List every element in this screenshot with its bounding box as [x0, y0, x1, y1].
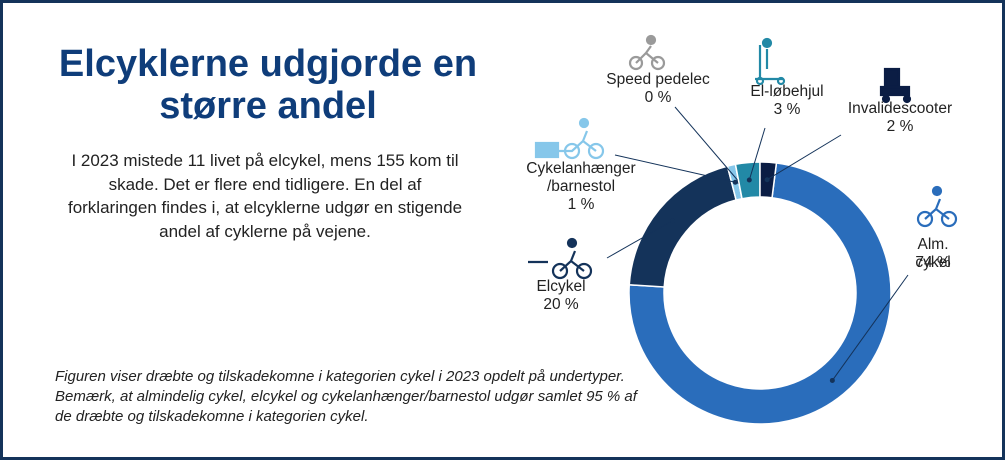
leader-dot — [764, 177, 770, 183]
slice-label: El-løbehjul — [750, 83, 824, 100]
value-label: 3 % — [773, 101, 801, 118]
slice-label: Cykelanhænger /barnestol — [526, 160, 636, 195]
donut-slice — [628, 165, 738, 288]
value-label: 0 % — [644, 89, 672, 106]
leader-dot — [670, 218, 676, 224]
leader-line — [766, 134, 842, 181]
value-label: 2 % — [886, 118, 914, 135]
leader-line — [748, 127, 766, 181]
chart-title: Elcyklerne udgjorde en større andel — [58, 43, 478, 127]
value-label: 74 % — [915, 254, 951, 271]
leader-line — [606, 220, 673, 259]
value-label: 1 % — [567, 196, 595, 213]
icons — [528, 34, 958, 280]
donut-slice — [628, 162, 892, 425]
leader-dot — [829, 377, 835, 383]
leader-line — [831, 274, 909, 381]
subtitle: I 2023 mistede 11 livet på elcykel, mens… — [67, 151, 463, 241]
note: Figuren viser dræbte og tilskadekomne i … — [55, 368, 637, 425]
slice-label: Elcykel — [536, 278, 586, 295]
leader-line — [674, 106, 740, 182]
value-label: 20 % — [543, 296, 579, 313]
leader-dot — [746, 177, 752, 183]
slice-label: Alm. cykel — [915, 236, 951, 271]
slice-label: Invalidescooter — [847, 100, 953, 117]
slice-label: Speed pedelec — [606, 71, 710, 88]
chart — [528, 34, 958, 425]
leader-line — [614, 154, 736, 183]
